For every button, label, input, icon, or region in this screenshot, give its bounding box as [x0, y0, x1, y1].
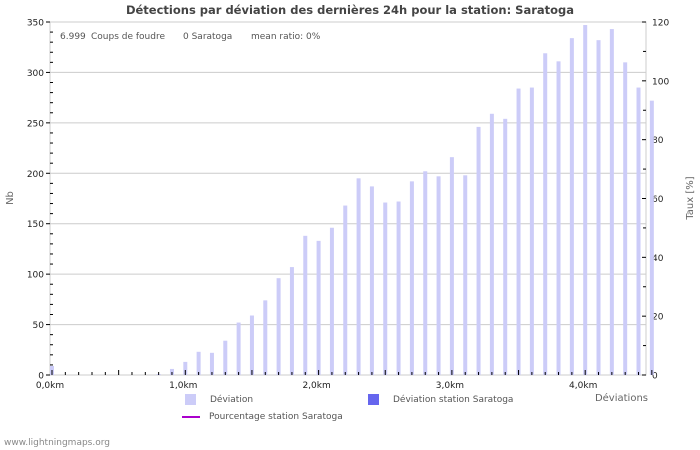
x-tick-label: 3,0km	[436, 381, 464, 391]
legend-label-percentage-station: Pourcentage station Saratoga	[209, 412, 343, 422]
y-axis-title: Nb	[5, 191, 16, 205]
legend-label-deviation: Déviation	[210, 394, 254, 405]
bar-deviation	[516, 88, 521, 376]
y-tick-label: 250	[27, 119, 44, 129]
y2-tick-label: 80	[652, 136, 664, 146]
bar-deviation	[583, 25, 588, 375]
y-tick-label: 50	[33, 321, 45, 331]
y2-tick-label: 60	[652, 195, 664, 205]
bar-deviation	[556, 61, 561, 375]
bar-deviation	[383, 202, 388, 375]
bar-deviation	[436, 176, 441, 375]
y2-tick-label: 20	[652, 313, 664, 323]
legend-item-percentage-station: Pourcentage station Saratoga	[182, 412, 343, 422]
bar-deviation	[343, 205, 348, 375]
legend-swatch-deviation	[185, 394, 196, 405]
bar-deviation	[449, 157, 454, 375]
bar-deviation	[636, 87, 641, 376]
bar-deviation	[263, 300, 268, 375]
bar-deviation	[209, 352, 214, 375]
bar-deviation	[476, 126, 481, 376]
legend-item-deviation: Déviation	[185, 394, 253, 405]
bar-deviation	[409, 181, 414, 375]
annotation-station-count: 0 Saratoga	[183, 32, 232, 42]
y-tick-label: 200	[27, 170, 44, 180]
bar-deviation	[289, 267, 294, 375]
y2-tick-label: 120	[652, 19, 669, 29]
annotation-mean-ratio: mean ratio: 0%	[251, 32, 321, 42]
bar-deviation	[329, 227, 334, 375]
x-tick-label: 4,0km	[569, 381, 597, 391]
bar-deviation	[183, 361, 188, 375]
annotation-strikes: 6.999	[60, 32, 86, 42]
bar-deviation	[596, 40, 601, 375]
x-tick-label: 0,0km	[36, 381, 64, 391]
y-tick-label: 100	[27, 271, 44, 281]
bar-deviation	[196, 351, 201, 375]
legend-label-deviation-station: Déviation station Saratoga	[393, 394, 514, 405]
y2-axis-title: Taux [%]	[685, 176, 696, 220]
bar-deviation	[249, 315, 254, 375]
x-tick-label: 1,0km	[169, 381, 197, 391]
y-tick-label: 150	[27, 220, 44, 230]
x-axis-title: Déviations	[595, 392, 648, 404]
legend-swatch-percentage-station	[182, 416, 200, 418]
bar-deviation	[423, 171, 428, 375]
bar-deviation	[356, 178, 361, 375]
footer-credit: www.lightningmaps.org	[4, 438, 110, 448]
bar-deviation	[369, 186, 374, 375]
bar-deviation	[489, 113, 494, 375]
bar-deviation	[503, 118, 508, 375]
bar-deviation	[543, 53, 548, 375]
bar-deviation	[569, 38, 574, 375]
bar-deviation	[236, 322, 241, 375]
bar-deviation	[276, 278, 281, 375]
y2-tick-label: 100	[652, 77, 669, 87]
bar-deviation	[463, 175, 468, 375]
y2-tick-label: 40	[652, 254, 664, 264]
bar-deviation	[169, 368, 174, 375]
bar-deviation	[609, 29, 614, 376]
bar-deviation	[223, 340, 228, 375]
bar-deviation	[396, 201, 401, 375]
bar-deviation	[316, 240, 321, 375]
x-tick-label: 2,0km	[302, 381, 330, 391]
y-tick-label: 350	[27, 19, 44, 29]
bar-deviation	[649, 100, 654, 375]
chart-title: Détections par déviation des dernières 2…	[125, 3, 575, 17]
legend-swatch-deviation-station	[368, 394, 379, 405]
y-tick-label: 0	[38, 372, 44, 382]
annotation-strikes-label: Coups de foudre	[91, 32, 165, 42]
bar-deviation	[623, 62, 628, 375]
bar-deviation	[529, 87, 534, 376]
y-tick-label: 300	[27, 69, 44, 79]
y2-tick-label: 0	[652, 372, 658, 382]
bar-deviation	[303, 235, 308, 375]
legend-item-deviation-station: Déviation station Saratoga	[368, 394, 513, 405]
